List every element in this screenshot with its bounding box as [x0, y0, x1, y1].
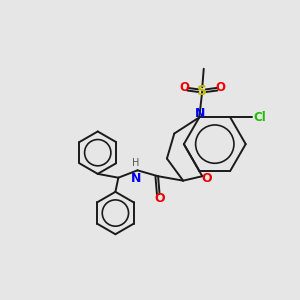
Text: N: N — [195, 107, 206, 120]
Text: O: O — [154, 192, 165, 205]
Text: H: H — [132, 158, 140, 168]
Text: Cl: Cl — [254, 111, 266, 124]
Text: O: O — [215, 81, 225, 94]
Text: N: N — [131, 172, 141, 185]
Text: O: O — [180, 81, 190, 94]
Text: S: S — [197, 84, 207, 98]
Text: O: O — [202, 172, 212, 185]
